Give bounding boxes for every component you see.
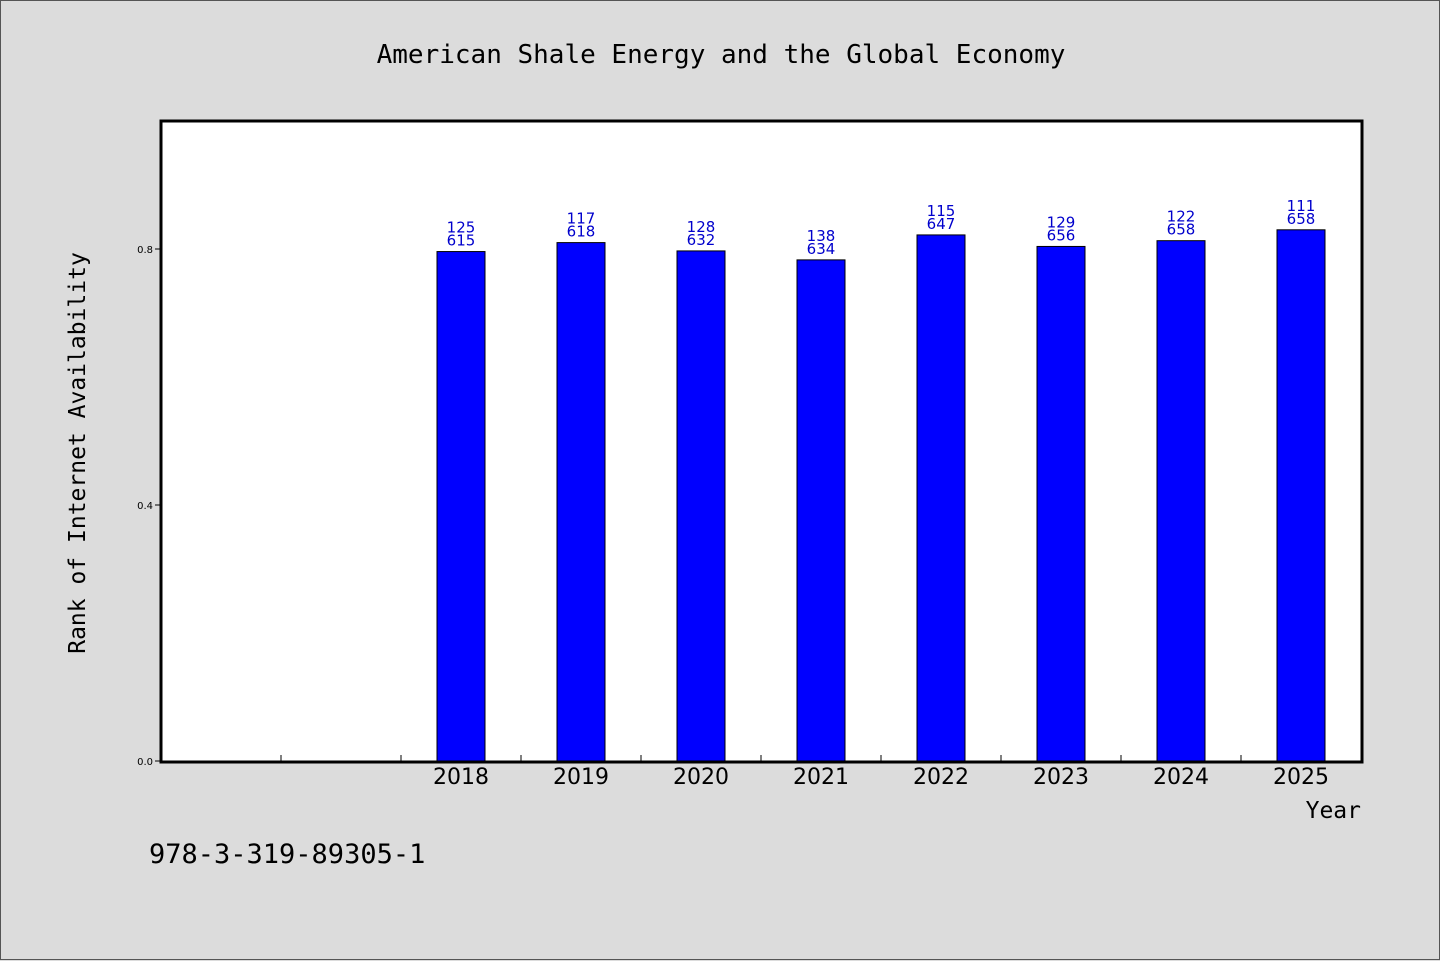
x-axis-label: Year — [1306, 798, 1361, 824]
bar-label-bottom: 647 — [927, 215, 956, 233]
bar-label-bottom: 632 — [687, 231, 716, 249]
bar-2019 — [556, 242, 606, 762]
bar-label-top: 129 — [1047, 213, 1076, 231]
bar-label-top: 122 — [1167, 208, 1196, 226]
bar-label-bottom: 634 — [807, 240, 836, 258]
bar-2022 — [916, 234, 966, 762]
bar-label-top: 115 — [927, 202, 956, 220]
bar-2020 — [676, 250, 726, 762]
bar-label-bottom: 658 — [1287, 210, 1316, 228]
y-axis-label: Rank of Internet Availability — [65, 252, 91, 654]
bar-label-top: 111 — [1287, 197, 1316, 215]
x-tick-label: 2022 — [913, 765, 969, 790]
x-tick-label: 2025 — [1273, 765, 1329, 790]
bar-2021 — [796, 259, 846, 762]
y-axis: 0.0 0.4 0.8 — [137, 245, 161, 768]
x-tick-label: 2019 — [553, 765, 609, 790]
bar-label-bottom: 615 — [447, 232, 476, 250]
bar-label-top: 138 — [807, 227, 836, 245]
bars-group — [436, 229, 1326, 762]
chart-title: American Shale Energy and the Global Eco… — [377, 40, 1066, 70]
y-tick-label: 0.8 — [137, 245, 153, 256]
bar-label-bottom: 656 — [1047, 226, 1076, 244]
x-tick-label: 2020 — [673, 765, 729, 790]
x-tick-label: 2021 — [793, 765, 849, 790]
bar-label-bottom: 658 — [1167, 221, 1196, 239]
x-tick-label: 2018 — [433, 765, 489, 790]
bar-2018 — [436, 251, 486, 762]
bar-label-top: 128 — [687, 218, 716, 236]
bar-label-top: 117 — [567, 210, 596, 228]
y-tick-label: 0.0 — [137, 757, 153, 768]
isbn-text: 978-3-319-89305-1 — [149, 839, 425, 870]
bar-2023 — [1036, 245, 1086, 762]
x-tick-label: 2023 — [1033, 765, 1089, 790]
bar-label-bottom: 618 — [567, 223, 596, 241]
y-tick-label: 0.4 — [137, 501, 153, 512]
bar-2025 — [1276, 229, 1326, 762]
x-tick-label: 2024 — [1153, 765, 1209, 790]
x-axis: 2018 2019 2020 2021 2022 2023 2024 2025 — [280, 755, 1329, 790]
bar-label-top: 125 — [447, 219, 476, 237]
bar-2024 — [1156, 240, 1206, 762]
